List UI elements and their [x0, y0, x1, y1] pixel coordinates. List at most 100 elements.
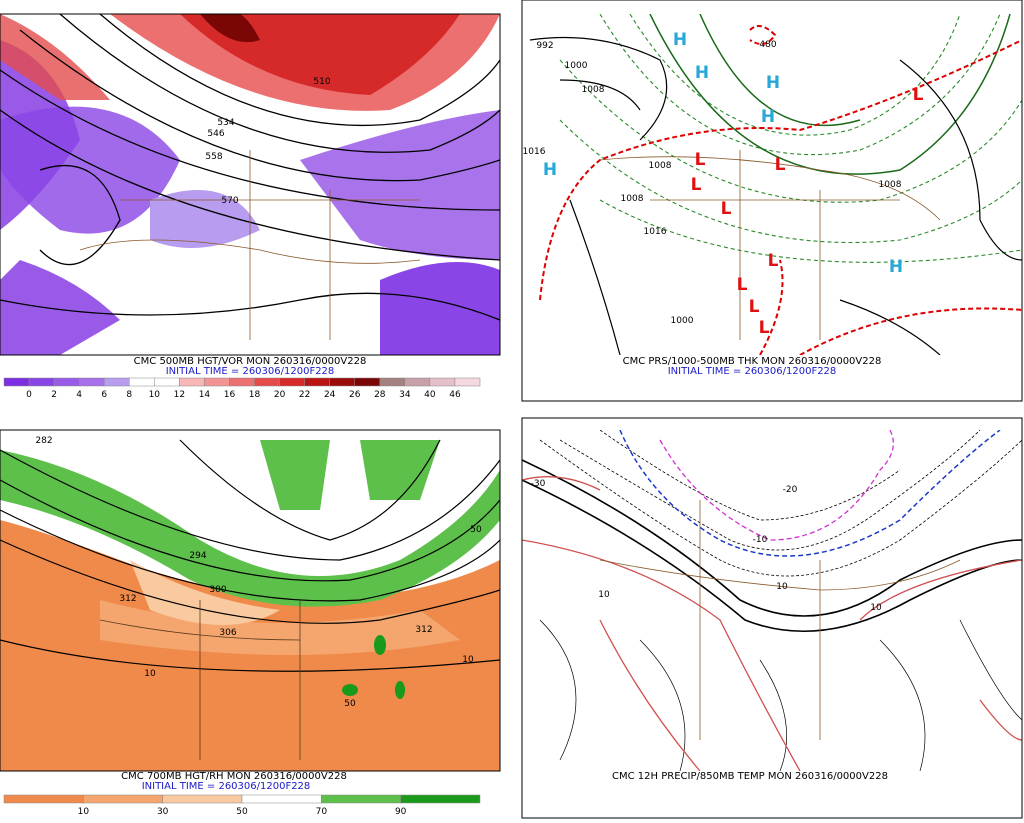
colorbar-label: 6	[101, 390, 107, 400]
colorbar-segment	[179, 377, 205, 387]
contour-label: 1016	[523, 147, 546, 157]
contour-label: 1008	[621, 194, 644, 204]
colorbar-label: 14	[199, 390, 211, 400]
frame	[0, 13, 501, 356]
colorbar-segment	[83, 794, 163, 804]
colorbar-segment	[321, 794, 401, 804]
panel-precip: CMC 12H PRECIP/850MB TEMP MON 260316/000…	[521, 417, 1023, 819]
frame	[521, 0, 1023, 402]
low-center: L	[749, 297, 760, 317]
colorbar-label: 26	[349, 390, 361, 400]
frame	[521, 417, 1023, 819]
colorbar-segment	[28, 377, 55, 387]
contour-label: 480	[759, 40, 776, 50]
high-center: H	[695, 63, 709, 83]
initial-time: INITIAL TIME = 260306/1200F228	[668, 366, 837, 377]
colorbar-segment	[3, 794, 84, 804]
colorbar: 0 2 4 6 8 10 12 14 16 18 20 22 24 26 28 34 40 46	[3, 377, 481, 400]
contour-label: 312	[415, 625, 432, 635]
high-center: H	[761, 107, 775, 127]
contour-labels: 992 1000 1008 1016 1008 1008 1016 1000 1008 480	[523, 40, 902, 326]
colorbar-segment	[379, 377, 406, 387]
colorbar-segment	[429, 377, 456, 387]
contour-labels: -30 -20 -10 10 10 10	[531, 479, 882, 613]
map	[0, 430, 500, 771]
colorbar-label: 4	[76, 390, 82, 400]
contour-label: 10	[144, 669, 156, 679]
contour-label: 546	[207, 129, 224, 139]
colorbar-label: 16	[224, 390, 236, 400]
contour-label: 10	[598, 590, 610, 600]
colorbar-segment	[354, 377, 381, 387]
colorbar-label: 0	[26, 390, 32, 400]
contour-label: 558	[205, 152, 222, 162]
low-center: L	[913, 85, 924, 105]
colorbar-label: 8	[126, 390, 132, 400]
high-center: H	[766, 73, 780, 93]
contour-label: 300	[209, 585, 226, 595]
contour-label: 1000	[565, 61, 588, 71]
colorbar-label: 22	[299, 390, 310, 400]
contour-label: 570	[221, 196, 238, 206]
colorbar-segment	[304, 377, 330, 387]
colorbar-label: 30	[157, 807, 169, 817]
panel-humidity: CMC 700MB HGT/RH MON 260316/0000V228 INI…	[0, 429, 501, 817]
colorbar-segment	[400, 794, 481, 804]
contour-label: 1008	[582, 85, 605, 95]
initial-time: INITIAL TIME = 260306/1200F228	[142, 781, 311, 792]
low-center: L	[775, 155, 786, 175]
frame	[0, 429, 501, 772]
colorbar-label: 46	[449, 390, 461, 400]
colorbar-segment	[454, 377, 481, 387]
contour-labels: 282 294 300 306 312 312 10 10 50 50	[35, 436, 482, 709]
contour-label: 992	[536, 41, 553, 51]
colorbar-label: 18	[249, 390, 261, 400]
colorbar-segment	[53, 377, 80, 387]
colorbar-label: 24	[324, 390, 336, 400]
contour-label: 306	[219, 628, 236, 638]
map	[522, 14, 1022, 355]
low-center: L	[721, 199, 732, 219]
contour-label: 282	[35, 436, 52, 446]
contour-label: 294	[189, 551, 206, 561]
low-center: L	[737, 275, 748, 295]
contour-label: 510	[313, 77, 330, 87]
high-center: H	[889, 257, 903, 277]
colorbar-segment	[3, 377, 30, 387]
colorbar-segment	[229, 377, 255, 387]
colorbar-label: 70	[316, 807, 328, 817]
initial-time: INITIAL TIME = 260306/1200F228	[166, 366, 335, 377]
colorbar-label: 12	[174, 390, 185, 400]
high-center: H	[673, 30, 687, 50]
colorbar-label: 28	[374, 390, 386, 400]
contour-label: -10	[753, 535, 768, 545]
colorbar-label: 90	[395, 807, 407, 817]
colorbar-label: 2	[51, 390, 57, 400]
colorbar-label: 10	[149, 390, 161, 400]
colorbar-label: 40	[424, 390, 436, 400]
colorbar-segment	[103, 377, 130, 387]
colorbar-segment	[329, 377, 355, 387]
contour-label: 10	[462, 655, 474, 665]
colorbar-segment	[129, 377, 155, 387]
contour-label: -20	[783, 485, 798, 495]
contour-label: -30	[531, 479, 546, 489]
contour-label: 50	[470, 525, 482, 535]
low-center: L	[759, 318, 770, 338]
panel-vorticity: CMC 500MB HGT/VOR MON 260316/0000V228 IN…	[0, 13, 501, 400]
colorbar-segment	[279, 377, 305, 387]
colorbar-segment	[78, 377, 105, 387]
low-center: L	[768, 251, 779, 271]
colorbar-segment	[254, 377, 280, 387]
low-center: L	[691, 175, 702, 195]
colorbar-segment	[241, 794, 322, 804]
contour-label: 10	[870, 603, 882, 613]
colorbar-segment	[162, 794, 243, 804]
contour-label: 1000	[671, 316, 694, 326]
contour-label: 312	[119, 594, 136, 604]
colorbar-segment	[404, 377, 431, 387]
map	[0, 14, 500, 355]
